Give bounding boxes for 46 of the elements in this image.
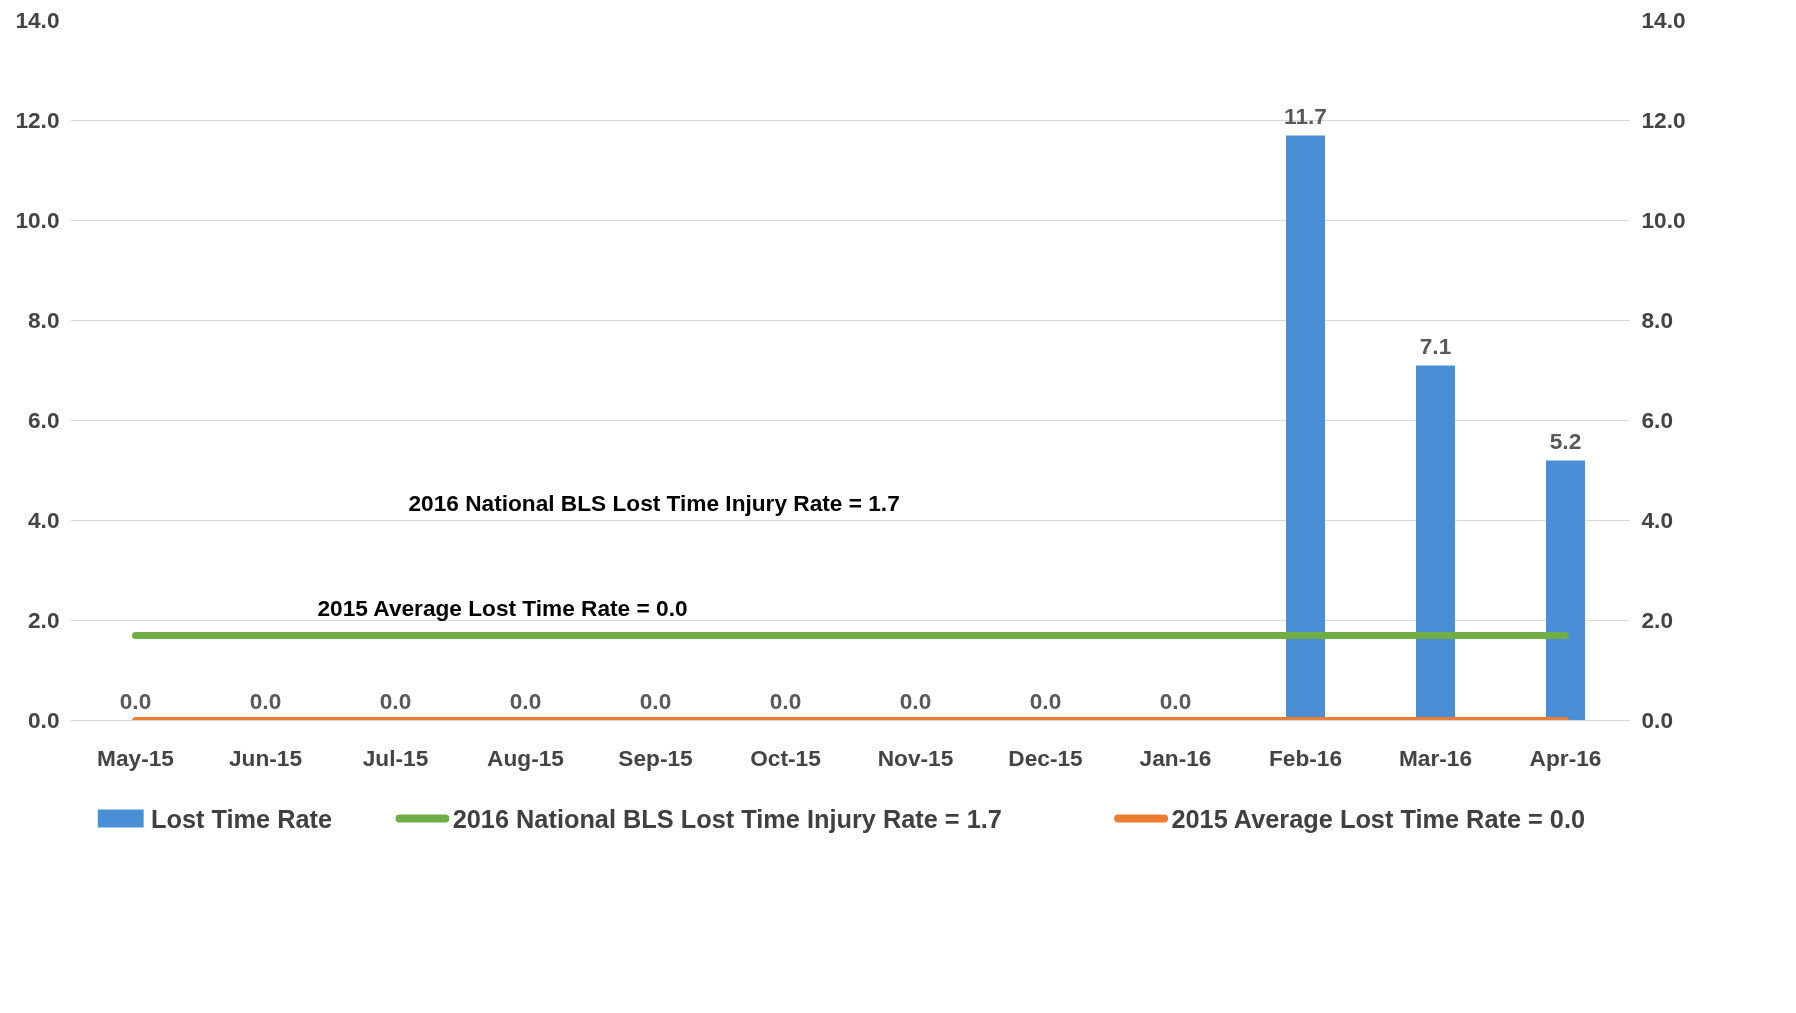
legend-label: 2016 National BLS Lost Time Injury Rate = 1.7 bbox=[452, 804, 1002, 833]
x-tick-label: Mar-16 bbox=[1398, 744, 1473, 771]
x-tick-label: Aug-15 bbox=[487, 744, 564, 771]
x-tick-label: Apr-16 bbox=[1529, 744, 1602, 771]
x-tick-label: Jan-16 bbox=[1139, 744, 1212, 771]
data-label: 5.2 bbox=[1549, 427, 1582, 454]
y-tick-label: 14.0 bbox=[15, 7, 60, 33]
annotation: 2015 Average Lost Time Rate = 0.0 bbox=[317, 594, 688, 621]
x-tick-label: Jun-15 bbox=[228, 744, 303, 771]
x-tick-label: Sep-15 bbox=[618, 744, 693, 771]
y2-tick-label: 4.0 bbox=[1641, 507, 1673, 533]
x-tick-label: Feb-16 bbox=[1268, 744, 1343, 771]
y-tick-label: 12.0 bbox=[15, 107, 60, 133]
y2-tick-label: 2.0 bbox=[1641, 607, 1673, 633]
x-tick-label: Oct-15 bbox=[750, 744, 821, 771]
data-label: 0.0 bbox=[1159, 687, 1192, 714]
data-label: 0.0 bbox=[899, 687, 932, 714]
annotation: 2016 National BLS Lost Time Injury Rate = 1.7 bbox=[408, 489, 900, 516]
y-tick-label: 0.0 bbox=[28, 707, 60, 733]
data-label: 0.0 bbox=[509, 687, 542, 714]
data-label: 7.1 bbox=[1419, 332, 1452, 359]
data-label: 0.0 bbox=[119, 687, 152, 714]
data-label: 0.0 bbox=[379, 687, 412, 714]
data-label: 0.0 bbox=[1029, 687, 1062, 714]
y2-tick-label: 8.0 bbox=[1641, 307, 1673, 333]
y-tick-label: 10.0 bbox=[15, 207, 60, 233]
y2-tick-label: 6.0 bbox=[1641, 407, 1673, 433]
y2-tick-label: 14.0 bbox=[1641, 7, 1686, 33]
bar bbox=[1546, 460, 1585, 721]
y-tick-label: 8.0 bbox=[28, 307, 60, 333]
x-tick-label: Jul-15 bbox=[362, 744, 429, 771]
data-label: 0.0 bbox=[639, 687, 672, 714]
x-tick-label: May-15 bbox=[97, 744, 174, 771]
legend-label: Lost Time Rate bbox=[150, 804, 333, 833]
y-tick-label: 6.0 bbox=[28, 407, 60, 433]
data-label: 11.7 bbox=[1284, 102, 1327, 129]
x-tick-label: Dec-15 bbox=[1008, 744, 1083, 771]
y-tick-label: 2.0 bbox=[28, 607, 60, 633]
data-label: 0.0 bbox=[769, 687, 802, 714]
y2-tick-label: 10.0 bbox=[1641, 207, 1686, 233]
y-tick-label: 4.0 bbox=[28, 507, 60, 533]
legend-label: 2015 Average Lost Time Rate = 0.0 bbox=[1171, 804, 1586, 833]
y2-tick-label: 0.0 bbox=[1641, 707, 1673, 733]
data-label: 0.0 bbox=[249, 687, 282, 714]
x-tick-label: Nov-15 bbox=[877, 744, 954, 771]
y2-tick-label: 12.0 bbox=[1641, 107, 1686, 133]
